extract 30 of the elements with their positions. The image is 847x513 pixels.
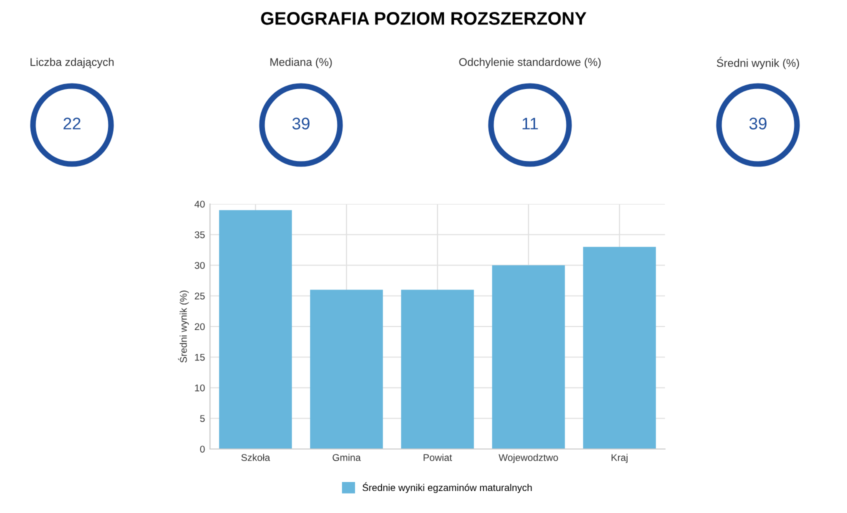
bar xyxy=(583,246,656,449)
text: 11 xyxy=(522,118,538,130)
bar xyxy=(219,210,292,449)
y-tick-label: 20 xyxy=(194,323,205,330)
x-tick-label: Powiat xyxy=(424,454,452,461)
text: 39 xyxy=(749,118,766,130)
text: Średni wynik (%) xyxy=(716,56,799,70)
y-tick-label: 15 xyxy=(195,354,205,361)
text: 22 xyxy=(64,118,80,130)
text: Mediana (%) xyxy=(270,58,332,68)
y-tick-label: 40 xyxy=(194,200,205,208)
x-tick-label: Gmina xyxy=(332,454,361,461)
y-axis-title: Średni wynik (%) xyxy=(178,290,189,363)
text: Liczba zdających xyxy=(30,58,114,68)
y-tick-label: 25 xyxy=(194,292,205,300)
bar xyxy=(310,290,383,449)
y-tick-label: 5 xyxy=(200,415,205,422)
y-tick-label: 30 xyxy=(194,262,205,269)
y-tick-label: 10 xyxy=(195,384,205,392)
text: Odchylenie standardowe (%) xyxy=(459,58,601,68)
chart-title: GEOGRAFIA POZIOM ROZSZERZONY xyxy=(261,12,586,25)
y-tick-label: 35 xyxy=(194,231,205,238)
text: 39 xyxy=(292,118,310,130)
legend-label: Średnie wyniki egzaminów maturalnych xyxy=(362,482,532,493)
bar xyxy=(401,290,474,449)
x-tick-label: Szkoła xyxy=(241,454,270,461)
x-tick-label: Kraj xyxy=(612,454,628,463)
bar xyxy=(492,265,565,449)
x-tick-label: Wojewodztwo xyxy=(498,454,558,463)
y-tick-label: 0 xyxy=(200,446,205,453)
